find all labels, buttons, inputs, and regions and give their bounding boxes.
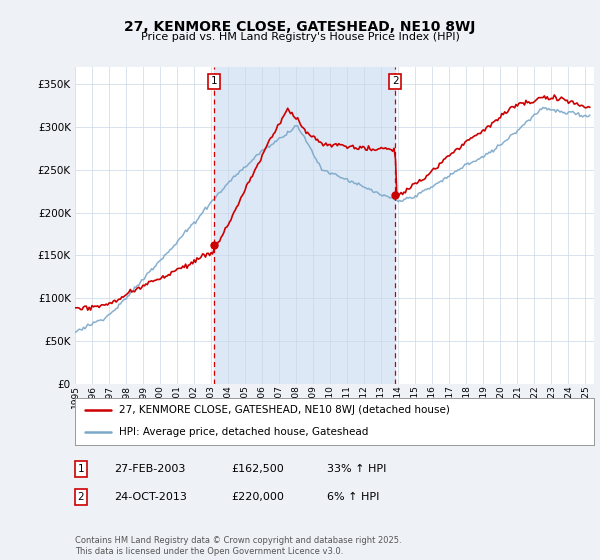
Text: 1: 1 (77, 464, 85, 474)
Text: 1: 1 (211, 76, 217, 86)
Bar (214, 67, 395, 384)
Text: 2: 2 (392, 76, 398, 86)
Text: Price paid vs. HM Land Registry's House Price Index (HPI): Price paid vs. HM Land Registry's House … (140, 32, 460, 42)
Text: £162,500: £162,500 (231, 464, 284, 474)
Text: 6% ↑ HPI: 6% ↑ HPI (327, 492, 379, 502)
Text: 24-OCT-2013: 24-OCT-2013 (114, 492, 187, 502)
Text: 27-FEB-2003: 27-FEB-2003 (114, 464, 185, 474)
Text: Contains HM Land Registry data © Crown copyright and database right 2025.
This d: Contains HM Land Registry data © Crown c… (75, 536, 401, 556)
Text: £220,000: £220,000 (231, 492, 284, 502)
Text: 2: 2 (77, 492, 85, 502)
Text: HPI: Average price, detached house, Gateshead: HPI: Average price, detached house, Gate… (119, 427, 368, 437)
Text: 27, KENMORE CLOSE, GATESHEAD, NE10 8WJ: 27, KENMORE CLOSE, GATESHEAD, NE10 8WJ (124, 20, 476, 34)
Text: 27, KENMORE CLOSE, GATESHEAD, NE10 8WJ (detached house): 27, KENMORE CLOSE, GATESHEAD, NE10 8WJ (… (119, 405, 450, 416)
Text: 33% ↑ HPI: 33% ↑ HPI (327, 464, 386, 474)
